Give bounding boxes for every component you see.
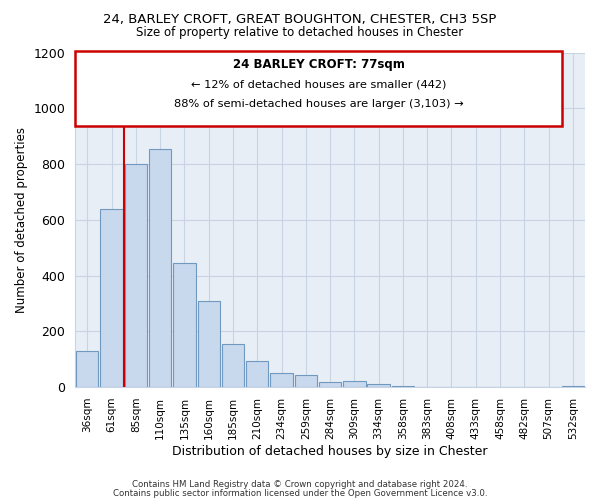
Bar (392, 386, 414, 387)
Bar (343, 381, 365, 387)
Text: 88% of semi-detached houses are larger (3,103) →: 88% of semi-detached houses are larger (… (174, 100, 463, 110)
Bar (100, 208, 123, 387)
Text: Contains public sector information licensed under the Open Government Licence v3: Contains public sector information licen… (113, 488, 487, 498)
Bar (76, 351, 98, 387)
Bar (416, 386, 439, 387)
Bar (222, 344, 244, 387)
Text: 24, BARLEY CROFT, GREAT BOUGHTON, CHESTER, CH3 5SP: 24, BARLEY CROFT, GREAT BOUGHTON, CHESTE… (103, 12, 497, 26)
Bar (367, 384, 390, 387)
Text: Size of property relative to detached houses in Chester: Size of property relative to detached ho… (136, 26, 464, 39)
Y-axis label: Number of detached properties: Number of detached properties (15, 127, 28, 313)
Bar (173, 263, 196, 387)
Text: ← 12% of detached houses are smaller (442): ← 12% of detached houses are smaller (44… (191, 80, 446, 90)
Bar (319, 382, 341, 387)
Bar (197, 300, 220, 387)
Text: 24 BARLEY CROFT: 77sqm: 24 BARLEY CROFT: 77sqm (233, 58, 404, 70)
Text: Contains HM Land Registry data © Crown copyright and database right 2024.: Contains HM Land Registry data © Crown c… (132, 480, 468, 489)
Bar (295, 375, 317, 387)
X-axis label: Distribution of detached houses by size in Chester: Distribution of detached houses by size … (172, 444, 488, 458)
FancyBboxPatch shape (75, 51, 562, 126)
Bar (562, 386, 584, 387)
Bar (246, 361, 268, 387)
Bar (149, 148, 171, 387)
Bar (271, 372, 293, 387)
Bar (125, 164, 147, 387)
